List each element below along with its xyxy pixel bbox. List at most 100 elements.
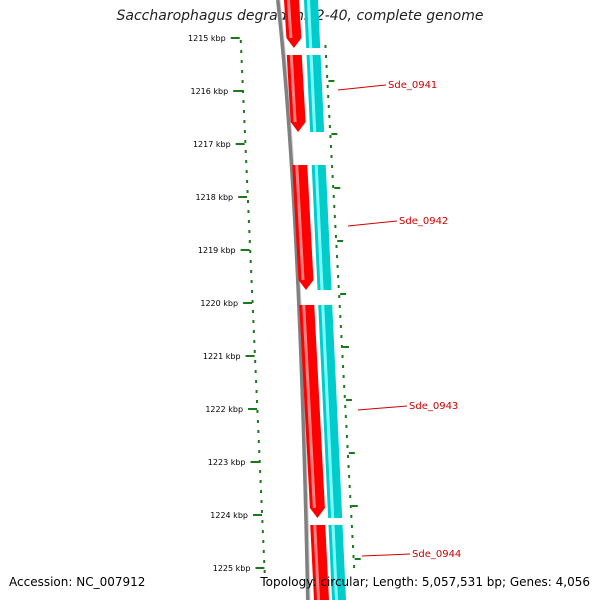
outer-dot [326, 85, 329, 88]
scale-dot [249, 260, 252, 263]
outer-dot [341, 355, 344, 358]
gene-leader-line [361, 553, 411, 557]
tick-label: 1218 kbp [195, 193, 233, 202]
outer-dot [342, 375, 345, 378]
outer-tick [328, 80, 335, 82]
gene-label: Sde_0943 [409, 401, 458, 412]
scale-tick [255, 567, 265, 569]
outer-dot [348, 475, 351, 478]
forward-gene-highlight [295, 165, 305, 280]
outer-dot [338, 305, 341, 308]
outer-dot [329, 145, 332, 148]
scale-dot [247, 220, 250, 223]
tick-label: 1225 kbp [213, 564, 251, 573]
scale-dot [244, 150, 247, 153]
outer-dot [339, 315, 342, 318]
scale-dot [248, 230, 251, 233]
tick-label: 1221 kbp [203, 352, 241, 361]
outer-dot [330, 155, 333, 158]
tick-label: 1223 kbp [208, 458, 246, 467]
scale-dot [258, 450, 261, 453]
scale-dot [247, 210, 250, 213]
scale-dot [263, 570, 266, 573]
scale-dot [241, 80, 244, 83]
outer-tick [348, 452, 355, 454]
gene-label: Sde_0942 [399, 216, 448, 227]
outer-tick [340, 293, 347, 295]
outer-dot [334, 225, 337, 228]
scale-dot [243, 120, 246, 123]
tick-label: 1222 kbp [205, 405, 243, 414]
outer-dot [337, 285, 340, 288]
forward-gene-arrow [284, 0, 302, 48]
gene-label: Sde_0944 [412, 549, 461, 560]
scale-dot [249, 250, 252, 253]
reverse-gene-highlight [309, 55, 317, 132]
scale-dot [240, 50, 243, 53]
scale-dot [262, 540, 265, 543]
scale-dot [256, 420, 259, 423]
outer-dot [343, 395, 346, 398]
outer-dot [335, 245, 338, 248]
outer-dot [351, 545, 354, 548]
outer-dot [329, 135, 332, 138]
outer-dot [347, 465, 350, 468]
tick-label: 1220 kbp [200, 299, 238, 308]
outer-dot [337, 275, 340, 278]
scale-dot [248, 240, 251, 243]
outer-dot [336, 265, 339, 268]
scale-dot [250, 280, 253, 283]
scale-dot [239, 40, 242, 43]
scale-dot [260, 500, 263, 503]
forward-gene-highlight [287, 0, 293, 38]
scale-dot [242, 110, 245, 113]
scale-dot [242, 100, 245, 103]
scale-dot [246, 190, 249, 193]
outer-dot [333, 215, 336, 218]
outer-dot [349, 495, 352, 498]
scale-dot [250, 270, 253, 273]
gene-leader-line [347, 220, 398, 227]
scale-dot [259, 470, 262, 473]
scale-dot [245, 160, 248, 163]
scale-dot [253, 350, 256, 353]
outer-dot [325, 55, 328, 58]
outer-dot [350, 515, 353, 518]
scale-dot [252, 330, 255, 333]
outer-tick [351, 505, 358, 507]
scale-tick [230, 37, 240, 39]
gene-label: Sde_0941 [388, 80, 437, 91]
outer-dot [347, 455, 350, 458]
tick-label: 1224 kbp [210, 511, 248, 520]
outer-dot [331, 165, 334, 168]
scale-tick [235, 143, 245, 145]
scale-dots [239, 40, 266, 573]
scale-dot [251, 300, 254, 303]
outer-dot [348, 485, 351, 488]
backbone-line [276, 0, 310, 600]
outer-dot [333, 205, 336, 208]
scale-dot [245, 170, 248, 173]
scale-ticks: 1215 kbp 1216 kbp 1217 kbp 1218 kbp 1219 kbp… [188, 34, 265, 573]
scale-dot [256, 400, 258, 403]
outer-dot [345, 425, 348, 428]
tick-label: 1217 kbp [193, 140, 231, 149]
outer-dot [349, 505, 352, 508]
outer-dot [332, 185, 335, 188]
scale-dot [246, 180, 249, 183]
scale-dot [257, 440, 260, 443]
reverse-gene-highlight [321, 305, 335, 518]
tick-label: 1219 kbp [198, 246, 236, 255]
outer-dot [346, 445, 349, 448]
scale-tick [245, 355, 255, 357]
outer-dot [340, 335, 343, 338]
scale-dot [255, 390, 258, 393]
scale-tick [252, 514, 262, 516]
outer-tick [343, 346, 350, 348]
scale-tick [243, 302, 253, 304]
scale-tick [238, 196, 248, 198]
scale-dot [243, 130, 246, 133]
reverse-gene-bar [304, 0, 321, 48]
gene-leader-line [337, 84, 387, 91]
